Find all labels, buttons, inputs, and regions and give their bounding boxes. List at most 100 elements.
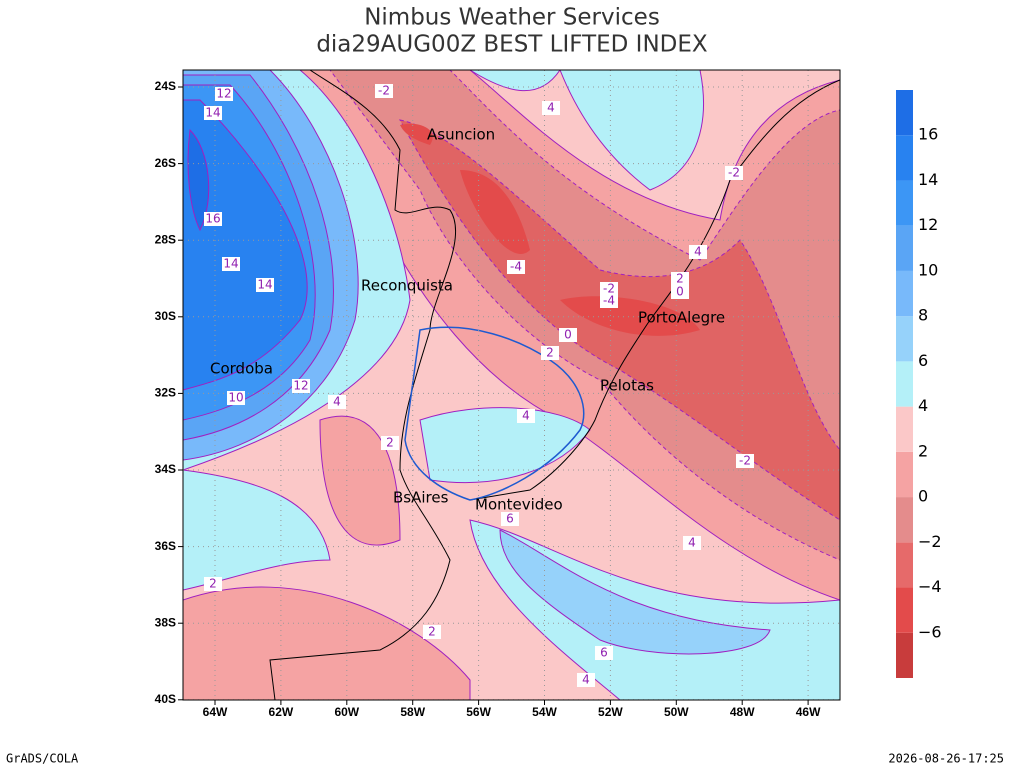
contour-label: -2	[378, 84, 390, 98]
contour-label-bg	[517, 409, 535, 423]
contour-label: 14	[205, 106, 220, 120]
colorbar-label: 0	[918, 487, 928, 506]
contour-label-bg	[507, 260, 525, 274]
colorbar-label: −6	[918, 622, 942, 641]
city-label: Asuncion	[427, 126, 495, 144]
colorbar-segment	[896, 497, 913, 543]
lat-label: 26S	[155, 156, 176, 170]
contour-label: 4	[333, 395, 341, 409]
contour-label-bg	[227, 391, 245, 405]
contour-label: 10	[228, 391, 243, 405]
contour-label-bg	[736, 454, 754, 468]
contour-label-bg	[600, 282, 618, 296]
contour-label-bg	[501, 512, 519, 526]
lon-label: 58W	[400, 705, 425, 719]
contour-label-bg	[600, 294, 618, 308]
city-label: BsAires	[393, 489, 449, 507]
lon-label: 52W	[598, 705, 623, 719]
colorbar-segment	[896, 587, 913, 633]
lon-label: 56W	[466, 705, 491, 719]
lon-label: 60W	[334, 705, 359, 719]
contour-label-bg	[328, 395, 346, 409]
city-label: Montevideo	[475, 496, 563, 514]
contour-label: 12	[293, 379, 308, 393]
lat-label: 38S	[155, 615, 176, 629]
contour-label: 2	[428, 625, 436, 639]
lon-label: 46W	[796, 705, 821, 719]
colorbar-segment	[896, 451, 913, 498]
colorbar-label: −4	[918, 577, 942, 596]
city-label: Pelotas	[600, 377, 654, 395]
contour-label-bg	[541, 346, 559, 360]
colorbar-segment	[896, 225, 913, 271]
contour-label-bg	[204, 577, 222, 591]
lat-label: 36S	[155, 539, 176, 553]
lat-label: 24S	[155, 79, 176, 93]
lat-label: 40S	[155, 692, 176, 706]
contour-label-bg	[689, 245, 707, 259]
contour-label: -4	[510, 260, 522, 274]
contour-label: 14	[257, 278, 272, 292]
map-frame	[182, 69, 841, 701]
colorbar-segment	[896, 270, 913, 317]
city-label: PortoAlegre	[638, 309, 725, 327]
contour-label: 4	[694, 245, 702, 259]
lon-label: 54W	[532, 705, 557, 719]
contour-label: 6	[600, 646, 608, 660]
contour-label-bg	[423, 625, 441, 639]
colorbar-segment	[896, 406, 913, 452]
contour-label-bg	[559, 328, 577, 342]
colorbar-label: 14	[918, 170, 938, 189]
footer-left: GrADS/COLA	[6, 752, 79, 766]
contour-label-bg	[204, 212, 222, 226]
contour-label: 0	[564, 328, 572, 342]
lat-label: 28S	[155, 232, 176, 246]
colorbar-label: 12	[918, 215, 938, 234]
colorbar-label: 16	[918, 125, 938, 144]
contour-label: 2	[209, 577, 217, 591]
contour-label-bg	[542, 101, 560, 115]
contour-label: -2	[728, 166, 740, 180]
contour-label-bg	[595, 646, 613, 660]
contour-label: 2	[546, 346, 554, 360]
colorbar-label: 6	[918, 351, 928, 370]
contour-label: 14	[223, 257, 238, 271]
colorbar-segment	[896, 361, 913, 407]
contour-label: 4	[547, 101, 555, 115]
contour-label-bg	[256, 278, 274, 292]
colorbar-label: 4	[918, 396, 928, 415]
colorbar-label: 2	[918, 441, 928, 460]
contour-label-bg	[375, 84, 393, 98]
colorbar-segment	[896, 135, 913, 181]
contour-label-bg	[683, 536, 701, 550]
title: Nimbus Weather Services	[364, 5, 660, 31]
city-label: Reconquista	[361, 277, 453, 295]
colorbar: −6 −4 −2 0 2 4 6 8 10 12 14 16	[896, 90, 942, 678]
colorbar-label: −2	[918, 532, 942, 551]
contour-label: 12	[216, 87, 231, 101]
contour-label: -2	[603, 282, 615, 296]
city-label: Cordoba	[210, 360, 273, 378]
contour-label-bg	[381, 436, 399, 450]
contour-label: 4	[522, 409, 530, 423]
contour-label-bg	[671, 272, 689, 286]
colorbar-segment	[896, 180, 913, 226]
colorbar-label: 8	[918, 306, 928, 325]
lat-label: 32S	[155, 386, 176, 400]
contour-label-bg	[725, 166, 743, 180]
lon-label: 64W	[203, 705, 228, 719]
contour-label: 4	[688, 536, 696, 550]
contour-label: 16	[205, 212, 220, 226]
map-fields	[183, 70, 840, 700]
footer-right: 2026-08-26-17:25	[888, 752, 1004, 766]
contour-label-bg	[204, 106, 222, 120]
contour-label-bg	[222, 257, 240, 271]
lat-label: 30S	[155, 309, 176, 323]
colorbar-segment	[896, 90, 913, 136]
contour-label: 2	[386, 436, 394, 450]
contour-label: 0	[676, 285, 684, 299]
contour-label-bg	[292, 379, 310, 393]
colorbar-segment	[896, 632, 913, 678]
colorbar-segment	[896, 542, 913, 588]
